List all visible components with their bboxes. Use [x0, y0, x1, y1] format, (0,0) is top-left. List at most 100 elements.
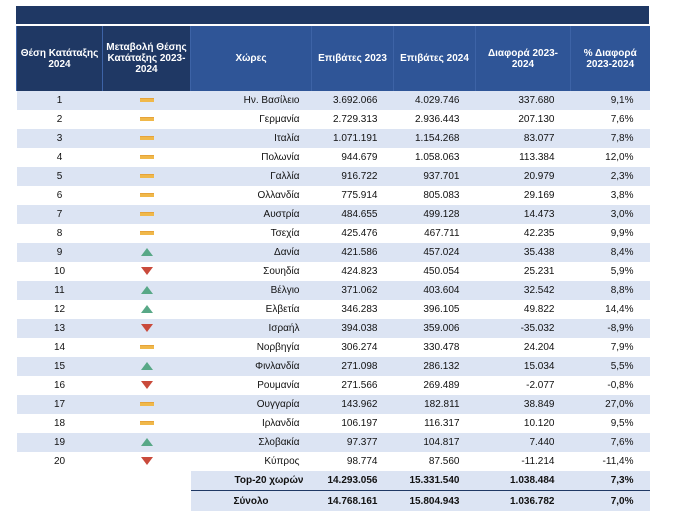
passengers-2024-cell: 457.024	[393, 243, 476, 262]
header-difference: Διαφορά 2023-2024	[475, 26, 571, 91]
up-triangle-icon	[140, 286, 153, 295]
passengers-2024-cell: 330.478	[393, 338, 476, 357]
passengers-2023-cell: 106.197	[311, 414, 394, 433]
change-cell	[102, 148, 191, 167]
difference-cell: 207.130	[475, 110, 571, 129]
difference-cell: 35.438	[475, 243, 571, 262]
table-body: 1 Ην. Βασίλειο 3.692.066 4.029.746 337.680 9,…	[16, 91, 650, 511]
passengers-2023-cell: 394.038	[311, 319, 394, 338]
change-cell	[102, 91, 191, 110]
table-row: 16 Ρουμανία 271.566 269.489 -2.077 -0,8%	[16, 376, 650, 395]
change-cell	[102, 129, 191, 148]
table-row: 15 Φινλανδία 271.098 286.132 15.034 5,5%	[16, 357, 650, 376]
table-row: 3 Ιταλία 1.071.191 1.154.268 83.077 7,8%	[16, 129, 650, 148]
change-cell	[102, 186, 191, 205]
table-row: 13 Ισραήλ 394.038 359.006 -35.032 -8,9%	[16, 319, 650, 338]
up-triangle-icon	[140, 305, 153, 314]
total-diff: 1.036.782	[475, 490, 571, 511]
top20-p2024: 15.331.540	[393, 471, 476, 491]
table-row: 2 Γερμανία 2.729.313 2.936.443 207.130 7,6%	[16, 110, 650, 129]
total-label: Σύνολο	[190, 490, 312, 511]
down-triangle-icon	[140, 324, 153, 333]
rank-cell: 20	[16, 452, 103, 471]
dash-icon	[139, 421, 154, 426]
percent-difference-cell: 8,4%	[570, 243, 650, 262]
percent-difference-cell: 9,1%	[570, 91, 650, 110]
change-cell	[102, 224, 191, 243]
passengers-2024-cell: 396.105	[393, 300, 476, 319]
change-cell	[102, 433, 191, 452]
passengers-2023-cell: 306.274	[311, 338, 394, 357]
rank-cell: 15	[16, 357, 103, 376]
change-cell	[102, 395, 191, 414]
rank-cell: 7	[16, 205, 103, 224]
passengers-2024-cell: 182.811	[393, 395, 476, 414]
rank-cell: 12	[16, 300, 103, 319]
passengers-2023-cell: 143.962	[311, 395, 394, 414]
difference-cell: 42.235	[475, 224, 571, 243]
table-row: 1 Ην. Βασίλειο 3.692.066 4.029.746 337.680 9,…	[16, 91, 650, 110]
table-row: 14 Νορβηγία 306.274 330.478 24.204 7,9%	[16, 338, 650, 357]
difference-cell: -11.214	[475, 452, 571, 471]
change-cell	[102, 167, 191, 186]
down-triangle-icon	[140, 381, 153, 390]
total-blank	[16, 490, 191, 511]
header-passengers-2023: Επιβάτες 2023	[311, 26, 394, 91]
rank-cell: 19	[16, 433, 103, 452]
percent-difference-cell: 9,9%	[570, 224, 650, 243]
passengers-2023-cell: 425.476	[311, 224, 394, 243]
country-cell: Ισραήλ	[190, 319, 312, 338]
passengers-2023-cell: 271.098	[311, 357, 394, 376]
total-pct: 7,0%	[570, 490, 650, 511]
rank-cell: 11	[16, 281, 103, 300]
country-cell: Ουγγαρία	[190, 395, 312, 414]
dash-icon	[139, 98, 154, 103]
passengers-2023-cell: 775.914	[311, 186, 394, 205]
rank-cell: 18	[16, 414, 103, 433]
difference-cell: 10.120	[475, 414, 571, 433]
table-row: 8 Τσεχία 425.476 467.711 42.235 9,9%	[16, 224, 650, 243]
rank-cell: 17	[16, 395, 103, 414]
country-cell: Πολωνία	[190, 148, 312, 167]
percent-difference-cell: 3,8%	[570, 186, 650, 205]
country-cell: Ρουμανία	[190, 376, 312, 395]
table-row: 4 Πολωνία 944.679 1.058.063 113.384 12,0%	[16, 148, 650, 167]
rank-cell: 14	[16, 338, 103, 357]
country-cell: Κύπρος	[190, 452, 312, 471]
country-cell: Νορβηγία	[190, 338, 312, 357]
top20-row: Top-20 χωρών 14.293.056 15.331.540 1.038…	[16, 471, 650, 491]
passengers-2024-cell: 359.006	[393, 319, 476, 338]
header-passengers-2024: Επιβάτες 2024	[393, 26, 476, 91]
total-row: Σύνολο 14.768.161 15.804.943 1.036.782 7…	[16, 490, 650, 511]
country-cell: Φινλανδία	[190, 357, 312, 376]
table-row: 11 Βέλγιο 371.062 403.604 32.542 8,8%	[16, 281, 650, 300]
passengers-2024-cell: 467.711	[393, 224, 476, 243]
table-row: 9 Δανία 421.586 457.024 35.438 8,4%	[16, 243, 650, 262]
rank-cell: 1	[16, 91, 103, 110]
up-triangle-icon	[140, 248, 153, 257]
passengers-2023-cell: 3.692.066	[311, 91, 394, 110]
percent-difference-cell: 7,6%	[570, 110, 650, 129]
percent-difference-cell: 7,8%	[570, 129, 650, 148]
difference-cell: 32.542	[475, 281, 571, 300]
passengers-2024-cell: 1.154.268	[393, 129, 476, 148]
difference-cell: 7.440	[475, 433, 571, 452]
dash-icon	[139, 345, 154, 350]
percent-difference-cell: 5,9%	[570, 262, 650, 281]
rank-cell: 13	[16, 319, 103, 338]
percent-difference-cell: 12,0%	[570, 148, 650, 167]
passengers-2024-cell: 286.132	[393, 357, 476, 376]
change-cell	[102, 281, 191, 300]
percent-difference-cell: 27,0%	[570, 395, 650, 414]
passengers-2024-cell: 499.128	[393, 205, 476, 224]
passengers-2024-cell: 269.489	[393, 376, 476, 395]
country-cell: Σουηδία	[190, 262, 312, 281]
percent-difference-cell: -0,8%	[570, 376, 650, 395]
down-triangle-icon	[140, 267, 153, 276]
country-cell: Γερμανία	[190, 110, 312, 129]
table-row: 19 Σλοβακία 97.377 104.817 7.440 7,6%	[16, 433, 650, 452]
percent-difference-cell: 9,5%	[570, 414, 650, 433]
dash-icon	[139, 117, 154, 122]
total-p2023: 14.768.161	[311, 490, 394, 511]
change-cell	[102, 319, 191, 338]
